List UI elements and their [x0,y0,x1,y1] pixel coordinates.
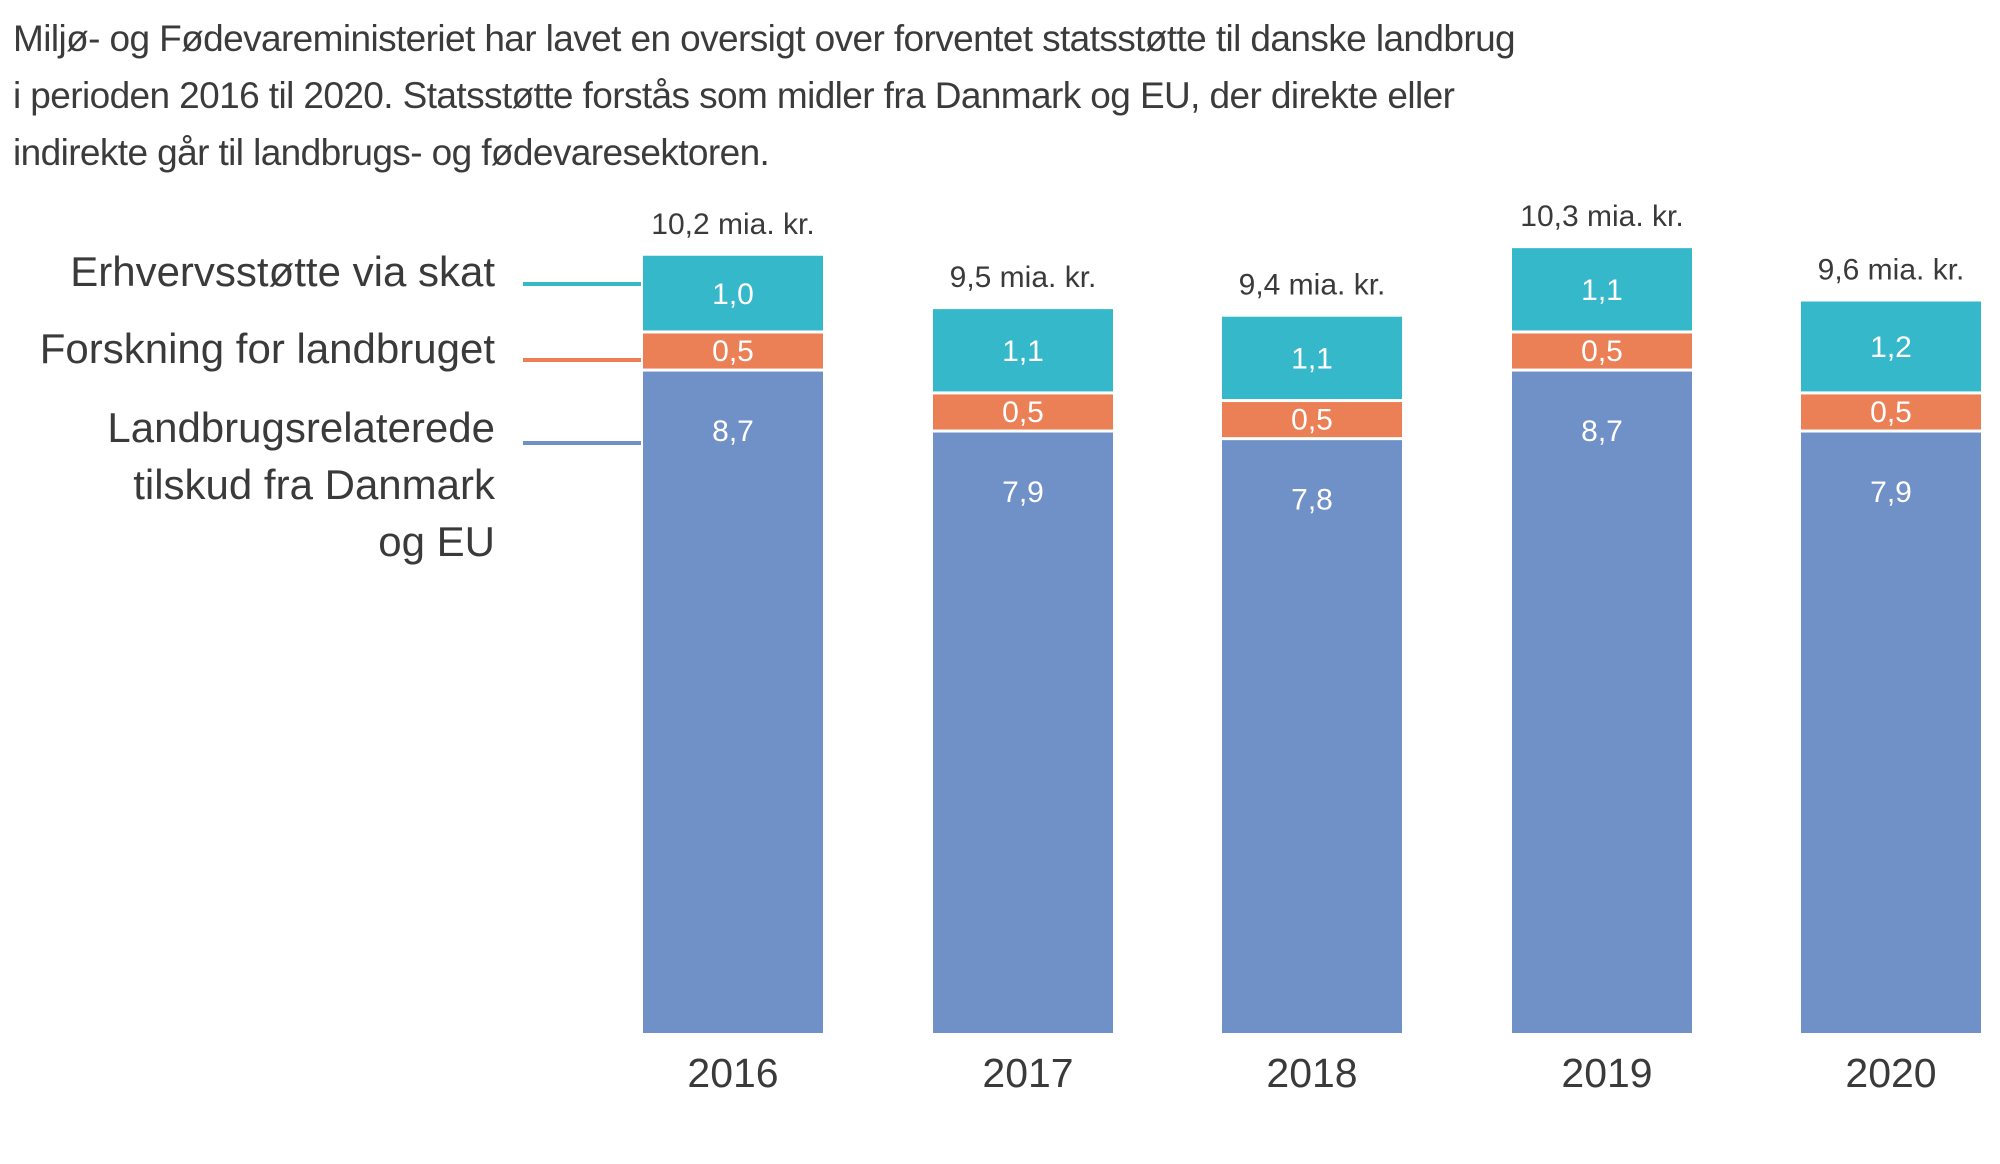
total-label-2016: 10,2 mia. kr. [651,208,814,241]
bar-separator-2019-2 [1512,330,1692,334]
x-tick-label-2016: 2016 [687,1050,778,1096]
bar-segment-tilskud-2016 [643,370,823,1033]
intro-line-1: Miljø- og Fødevareministeriet har lavet … [13,18,1516,59]
legend-label-tilskud-line-2: tilskud fra Danmark [133,461,496,508]
bar-segment-forskning-2017 [933,392,1113,432]
total-label-2017: 9,5 mia. kr. [950,261,1097,294]
value-label-forskning-2018: 0,5 [1291,404,1333,437]
value-label-tilskud-2019: 8,7 [1581,415,1623,448]
bar-segment-forskning-2019 [1512,331,1692,371]
x-tick-label-2018: 2018 [1266,1050,1357,1096]
bar-separator-2020-2 [1801,391,1981,395]
x-tick-label-2020: 2020 [1845,1050,1936,1096]
legend-label-forskning-line-1: Forskning for landbruget [40,325,496,372]
bar-separator-2018-1 [1222,437,1402,441]
intro-text: Miljø- og Fødevareministeriet har lavet … [13,10,1713,181]
bar-segment-tilskud-2017 [933,431,1113,1033]
bar-segment-forskning-2016 [643,331,823,371]
legend: Landbrugsrelaterede tilskud fra Danmark og… [40,248,641,565]
bar-separator-2018-2 [1222,399,1402,403]
total-label-2019: 10,3 mia. kr. [1520,200,1683,233]
value-label-forskning-2017: 0,5 [1002,396,1044,429]
value-label-skat-2020: 1,2 [1870,331,1912,364]
value-label-skat-2016: 1,0 [712,278,754,311]
value-label-forskning-2019: 0,5 [1581,335,1623,368]
bar-segment-skat-2018 [1222,316,1402,401]
value-label-tilskud-2016: 8,7 [712,415,754,448]
legend-label-tilskud-line-1: Landbrugsrelaterede [107,404,495,451]
labels: 8,7 0,5 1,0 10,2 mia. kr. 2016 7,9 0,5 1,1 9,5 m… [651,200,1964,1096]
bar-segment-tilskud-2018 [1222,438,1402,1033]
total-label-2020: 9,6 mia. kr. [1818,253,1965,286]
value-label-skat-2018: 1,1 [1291,343,1333,376]
bars [643,248,1981,1033]
bar-segment-forskning-2020 [1801,392,1981,432]
bar-separator-2016-2 [643,330,823,334]
bar-separator-2017-1 [933,429,1113,433]
bar-segment-tilskud-2019 [1512,370,1692,1033]
bar-separator-2017-2 [933,391,1113,395]
bar-separator-2020-1 [1801,429,1981,433]
bar-segment-forskning-2018 [1222,400,1402,439]
bar-separator-2016-1 [643,368,823,372]
bar-segment-skat-2020 [1801,301,1981,393]
x-tick-label-2019: 2019 [1561,1050,1652,1096]
value-label-forskning-2016: 0,5 [712,335,754,368]
bar-segment-skat-2017 [933,309,1113,393]
legend-label-tilskud-line-3: og EU [378,518,495,565]
value-label-tilskud-2020: 7,9 [1870,476,1912,509]
bar-segment-skat-2016 [643,255,823,332]
bar-segment-tilskud-2020 [1801,431,1981,1033]
total-label-2018: 9,4 mia. kr. [1239,269,1386,302]
bar-segment-skat-2019 [1512,248,1692,332]
bar-separator-2019-1 [1512,368,1692,372]
intro-line-3: indirekte går til landbrugs- og fødevare… [13,132,770,173]
value-label-forskning-2020: 0,5 [1870,396,1912,429]
value-label-tilskud-2017: 7,9 [1002,476,1044,509]
value-label-skat-2019: 1,1 [1581,274,1623,307]
value-label-tilskud-2018: 7,8 [1291,484,1333,517]
intro-line-2: i perioden 2016 til 2020. Statsstøtte fo… [13,75,1455,116]
legend-label-skat-line-1: Erhvervsstøtte via skat [70,248,495,295]
x-tick-label-2017: 2017 [982,1050,1073,1096]
value-label-skat-2017: 1,1 [1002,335,1044,368]
